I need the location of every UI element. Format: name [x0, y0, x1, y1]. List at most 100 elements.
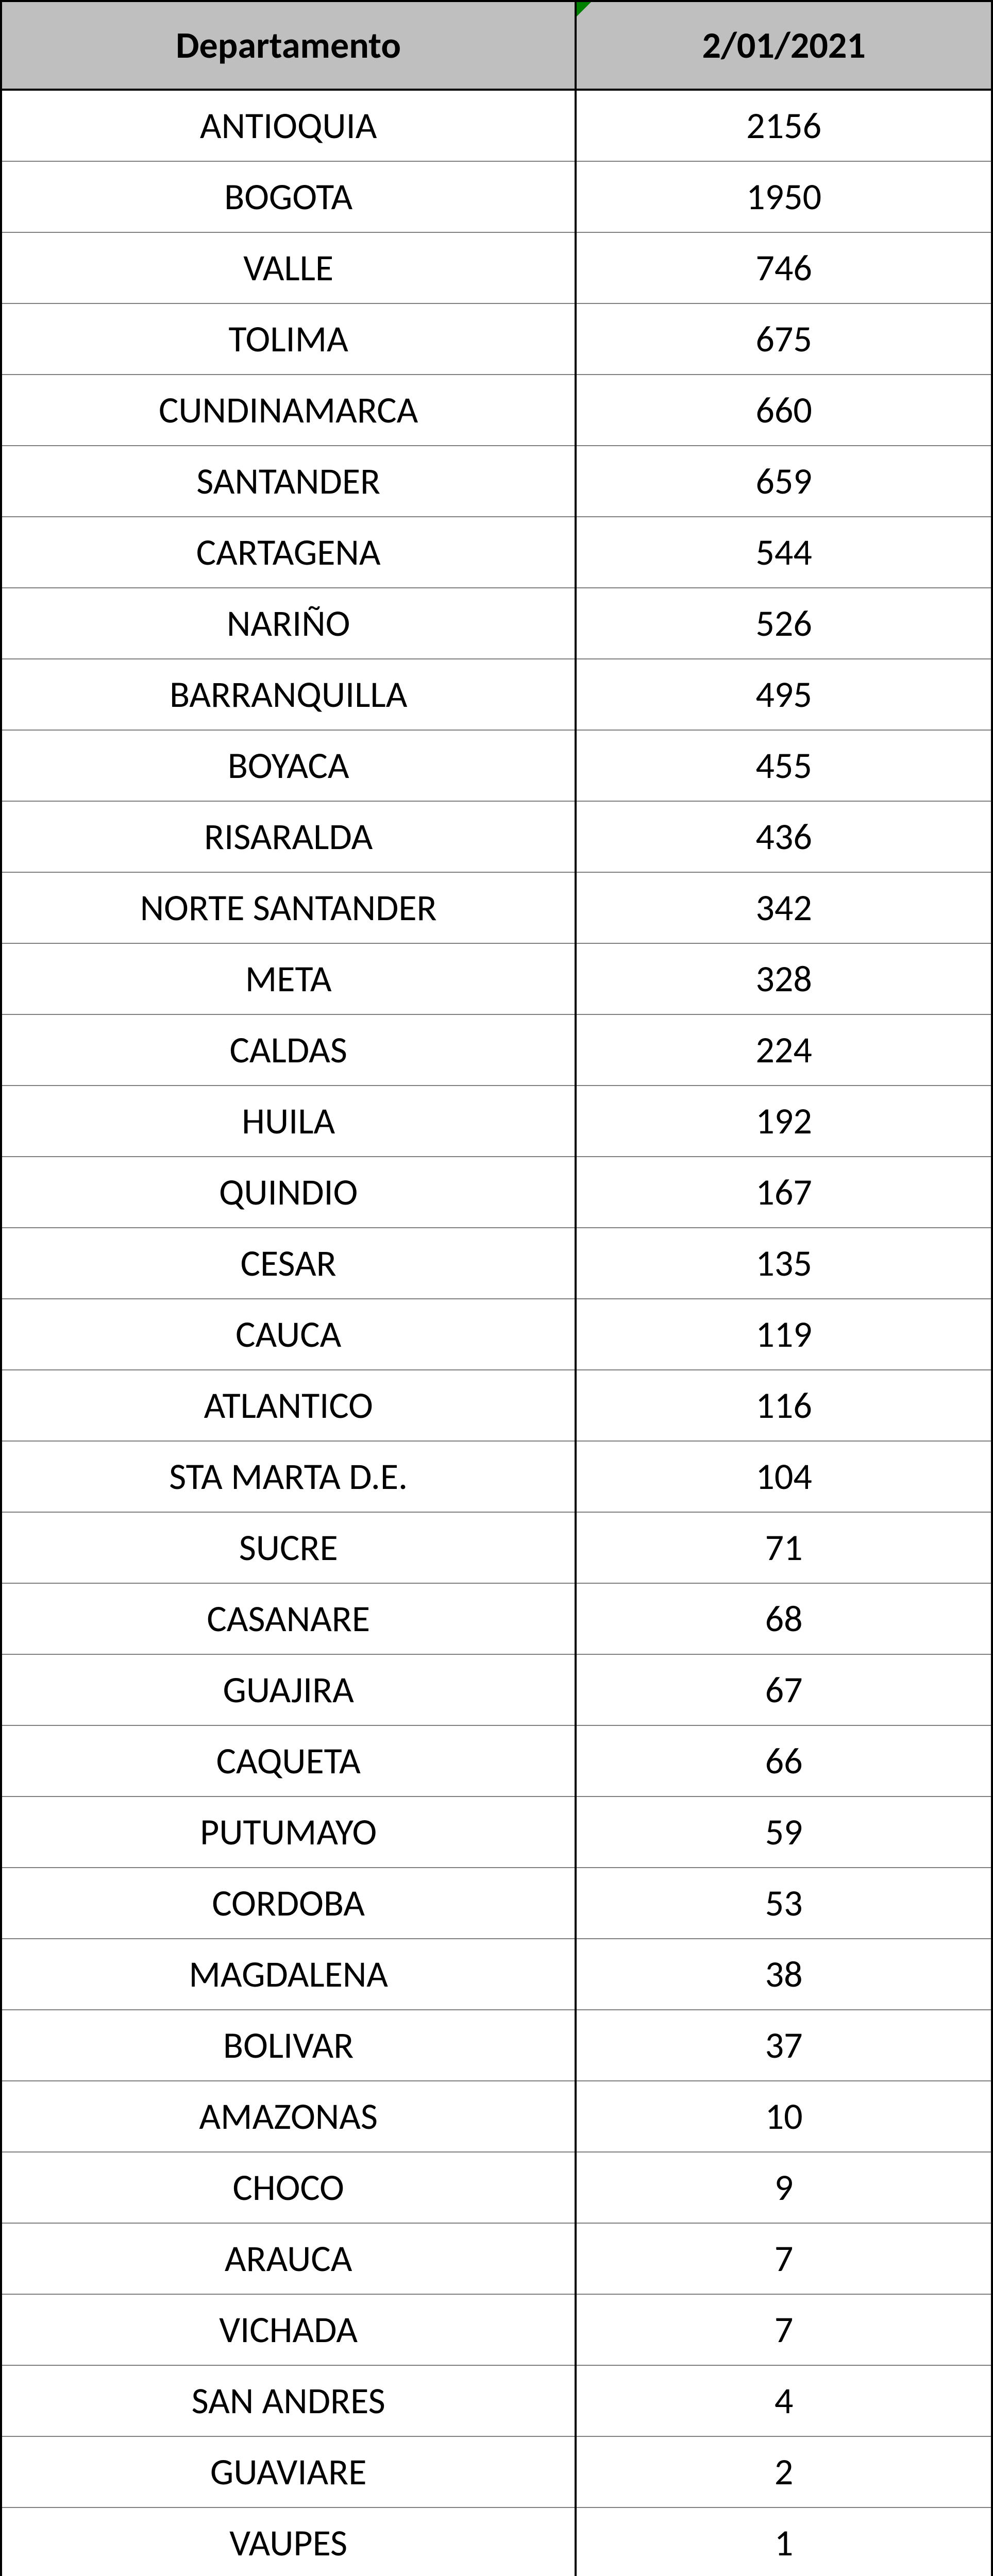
- value: 675: [755, 316, 812, 362]
- dept-cell[interactable]: CASANARE: [1, 1583, 576, 1654]
- value-cell[interactable]: 1950: [576, 161, 992, 232]
- value-cell[interactable]: 66: [576, 1725, 992, 1797]
- dept-cell[interactable]: CESAR: [1, 1228, 576, 1299]
- table-row: HUILA 192: [1, 1086, 992, 1157]
- header-department[interactable]: Departamento: [1, 1, 576, 90]
- value-cell[interactable]: 328: [576, 943, 992, 1014]
- dept-name: HUILA: [242, 1098, 335, 1144]
- dept-name: CESAR: [241, 1241, 336, 1286]
- dept-cell[interactable]: CARTAGENA: [1, 517, 576, 588]
- dept-cell[interactable]: STA MARTA D.E.: [1, 1441, 576, 1512]
- value: 135: [755, 1241, 812, 1286]
- dept-cell[interactable]: GUAVIARE: [1, 2436, 576, 2507]
- dept-cell[interactable]: CHOCO: [1, 2152, 576, 2223]
- dept-name: ARAUCA: [225, 2236, 352, 2281]
- dept-name: NARIÑO: [227, 601, 350, 646]
- value-cell[interactable]: 675: [576, 303, 992, 375]
- value-cell[interactable]: 37: [576, 2010, 992, 2081]
- dept-name: META: [245, 956, 332, 1002]
- value: 455: [755, 743, 812, 788]
- table-row: SAN ANDRES 4: [1, 2365, 992, 2436]
- value-cell[interactable]: 116: [576, 1370, 992, 1441]
- dept-cell[interactable]: VALLE: [1, 232, 576, 303]
- dept-cell[interactable]: GUAJIRA: [1, 1654, 576, 1725]
- value-cell[interactable]: 119: [576, 1299, 992, 1370]
- value-cell[interactable]: 67: [576, 1654, 992, 1725]
- header-date-label: 2/01/2021: [702, 23, 866, 68]
- value: 4: [775, 2378, 794, 2424]
- value-cell[interactable]: 104: [576, 1441, 992, 1512]
- dept-cell[interactable]: CORDOBA: [1, 1868, 576, 1939]
- value: 10: [765, 2094, 803, 2139]
- value-cell[interactable]: 495: [576, 659, 992, 730]
- value-cell[interactable]: 342: [576, 872, 992, 943]
- dept-cell[interactable]: VAUPES: [1, 2507, 576, 2576]
- dept-cell[interactable]: BARRANQUILLA: [1, 659, 576, 730]
- value-cell[interactable]: 660: [576, 375, 992, 446]
- dept-cell[interactable]: ARAUCA: [1, 2223, 576, 2294]
- table-row: BOLIVAR 37: [1, 2010, 992, 2081]
- table-row: CORDOBA53: [1, 1868, 992, 1939]
- dept-cell[interactable]: BOYACA: [1, 730, 576, 801]
- dept-name: QUINDIO: [219, 1170, 358, 1215]
- table-row: CARTAGENA 544: [1, 517, 992, 588]
- value-cell[interactable]: 9: [576, 2152, 992, 2223]
- value-cell[interactable]: 455: [576, 730, 992, 801]
- dept-cell[interactable]: TOLIMA: [1, 303, 576, 375]
- value: 544: [755, 530, 812, 575]
- value-cell[interactable]: 1: [576, 2507, 992, 2576]
- value: 660: [755, 387, 812, 433]
- value-cell[interactable]: 7: [576, 2223, 992, 2294]
- dept-name: RISARALDA: [204, 814, 373, 859]
- dept-name: ATLANTICO: [204, 1383, 373, 1428]
- dept-cell[interactable]: CALDAS: [1, 1014, 576, 1086]
- value-cell[interactable]: 68: [576, 1583, 992, 1654]
- dept-cell[interactable]: QUINDIO: [1, 1157, 576, 1228]
- value-cell[interactable]: 4: [576, 2365, 992, 2436]
- value-cell[interactable]: 135: [576, 1228, 992, 1299]
- dept-cell[interactable]: NORTE SANTANDER: [1, 872, 576, 943]
- dept-cell[interactable]: PUTUMAYO: [1, 1797, 576, 1868]
- data-table-container: Departamento 2/01/2021 ANTIOQUIA2156 BOGO…: [0, 0, 993, 2576]
- table-row: VALLE746: [1, 232, 992, 303]
- dept-cell[interactable]: AMAZONAS: [1, 2081, 576, 2152]
- dept-cell[interactable]: BOLIVAR: [1, 2010, 576, 2081]
- value: 192: [755, 1098, 812, 1144]
- dept-cell[interactable]: SAN ANDRES: [1, 2365, 576, 2436]
- value-cell[interactable]: 436: [576, 801, 992, 872]
- error-indicator-icon[interactable]: [577, 2, 591, 16]
- value-cell[interactable]: 10: [576, 2081, 992, 2152]
- value-cell[interactable]: 167: [576, 1157, 992, 1228]
- value-cell[interactable]: 2156: [576, 90, 992, 161]
- dept-cell[interactable]: CAUCA: [1, 1299, 576, 1370]
- dept-name: TOLIMA: [228, 316, 348, 362]
- value-cell[interactable]: 192: [576, 1086, 992, 1157]
- value-cell[interactable]: 59: [576, 1797, 992, 1868]
- value: 37: [765, 2023, 803, 2068]
- value-cell[interactable]: 38: [576, 1939, 992, 2010]
- dept-cell[interactable]: NARIÑO: [1, 588, 576, 659]
- value-cell[interactable]: 7: [576, 2294, 992, 2365]
- value-cell[interactable]: 53: [576, 1868, 992, 1939]
- dept-cell[interactable]: META: [1, 943, 576, 1014]
- value-cell[interactable]: 2: [576, 2436, 992, 2507]
- dept-cell[interactable]: CUNDINAMARCA: [1, 375, 576, 446]
- dept-cell[interactable]: ATLANTICO: [1, 1370, 576, 1441]
- value-cell[interactable]: 544: [576, 517, 992, 588]
- dept-cell[interactable]: HUILA: [1, 1086, 576, 1157]
- value-cell[interactable]: 659: [576, 446, 992, 517]
- value-cell[interactable]: 746: [576, 232, 992, 303]
- value-cell[interactable]: 224: [576, 1014, 992, 1086]
- header-date[interactable]: 2/01/2021: [576, 1, 992, 90]
- dept-cell[interactable]: VICHADA: [1, 2294, 576, 2365]
- value-cell[interactable]: 71: [576, 1512, 992, 1583]
- dept-cell[interactable]: SANTANDER: [1, 446, 576, 517]
- dept-cell[interactable]: ANTIOQUIA: [1, 90, 576, 161]
- dept-cell[interactable]: MAGDALENA: [1, 1939, 576, 2010]
- dept-cell[interactable]: SUCRE: [1, 1512, 576, 1583]
- dept-cell[interactable]: CAQUETA: [1, 1725, 576, 1797]
- value-cell[interactable]: 526: [576, 588, 992, 659]
- dept-cell[interactable]: RISARALDA: [1, 801, 576, 872]
- dept-name: BOGOTA: [224, 174, 352, 219]
- dept-cell[interactable]: BOGOTA: [1, 161, 576, 232]
